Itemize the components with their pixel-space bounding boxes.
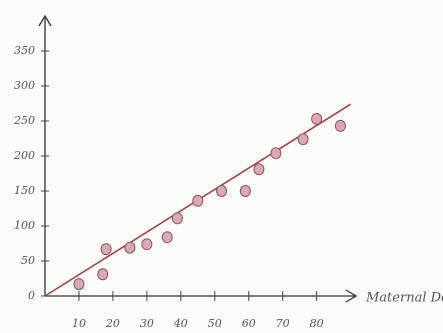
data-point (73, 278, 85, 291)
y-tick-label: 100 (14, 219, 35, 232)
data-point (253, 163, 265, 176)
y-tick-label: 0 (28, 289, 35, 302)
data-point (141, 238, 153, 251)
data-point (97, 268, 109, 281)
y-tick-label: 250 (13, 114, 35, 127)
y-axis (38, 14, 52, 296)
x-tick-label: 50 (208, 317, 222, 330)
data-point (297, 133, 309, 146)
y-tick-label: 300 (14, 79, 35, 92)
data-point (124, 241, 136, 254)
data-point (311, 112, 323, 125)
x-axis (45, 289, 358, 303)
x-tick-label: 30 (140, 317, 154, 330)
x-tick-label: 20 (105, 317, 120, 330)
x-tick-label: 60 (242, 317, 256, 330)
data-point (192, 194, 204, 207)
x-tick-label: 40 (173, 317, 188, 330)
x-tick-label: 80 (310, 317, 324, 330)
y-tick-label: 50 (21, 254, 35, 267)
data-point (270, 147, 282, 160)
y-tick-label: 150 (14, 184, 35, 197)
data-point (161, 231, 173, 244)
y-tick-label: 200 (13, 149, 35, 162)
x-tick-label: 70 (276, 317, 290, 330)
y-tick-label: 350 (14, 44, 35, 57)
data-point (171, 212, 183, 225)
data-point (216, 185, 228, 197)
data-point (239, 185, 251, 197)
x-axis-label: Maternal Deaths (365, 291, 443, 306)
data-point (334, 119, 346, 132)
x-tick-label: 10 (72, 317, 86, 330)
data-point (100, 243, 112, 256)
